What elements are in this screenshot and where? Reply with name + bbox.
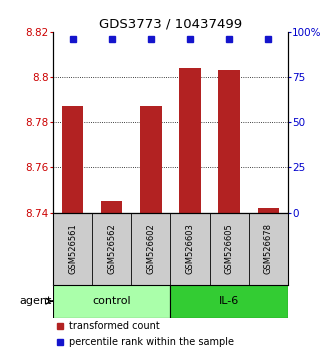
Text: GSM526602: GSM526602 <box>146 223 155 274</box>
Text: agent: agent <box>20 296 52 306</box>
Text: control: control <box>92 296 131 306</box>
Bar <box>170 285 288 318</box>
Text: GSM526562: GSM526562 <box>107 223 116 274</box>
Bar <box>140 107 162 212</box>
Bar <box>62 107 83 212</box>
Bar <box>179 68 201 212</box>
Text: transformed count: transformed count <box>70 321 160 331</box>
Text: GSM526561: GSM526561 <box>68 223 77 274</box>
Text: IL-6: IL-6 <box>219 296 239 306</box>
Bar <box>218 70 240 212</box>
Text: GSM526605: GSM526605 <box>225 223 234 274</box>
Bar <box>53 285 170 318</box>
Bar <box>258 208 279 212</box>
Text: percentile rank within the sample: percentile rank within the sample <box>70 337 234 347</box>
Text: GSM526603: GSM526603 <box>186 223 195 274</box>
Bar <box>101 201 122 212</box>
Text: GSM526678: GSM526678 <box>264 223 273 274</box>
Title: GDS3773 / 10437499: GDS3773 / 10437499 <box>99 18 242 31</box>
